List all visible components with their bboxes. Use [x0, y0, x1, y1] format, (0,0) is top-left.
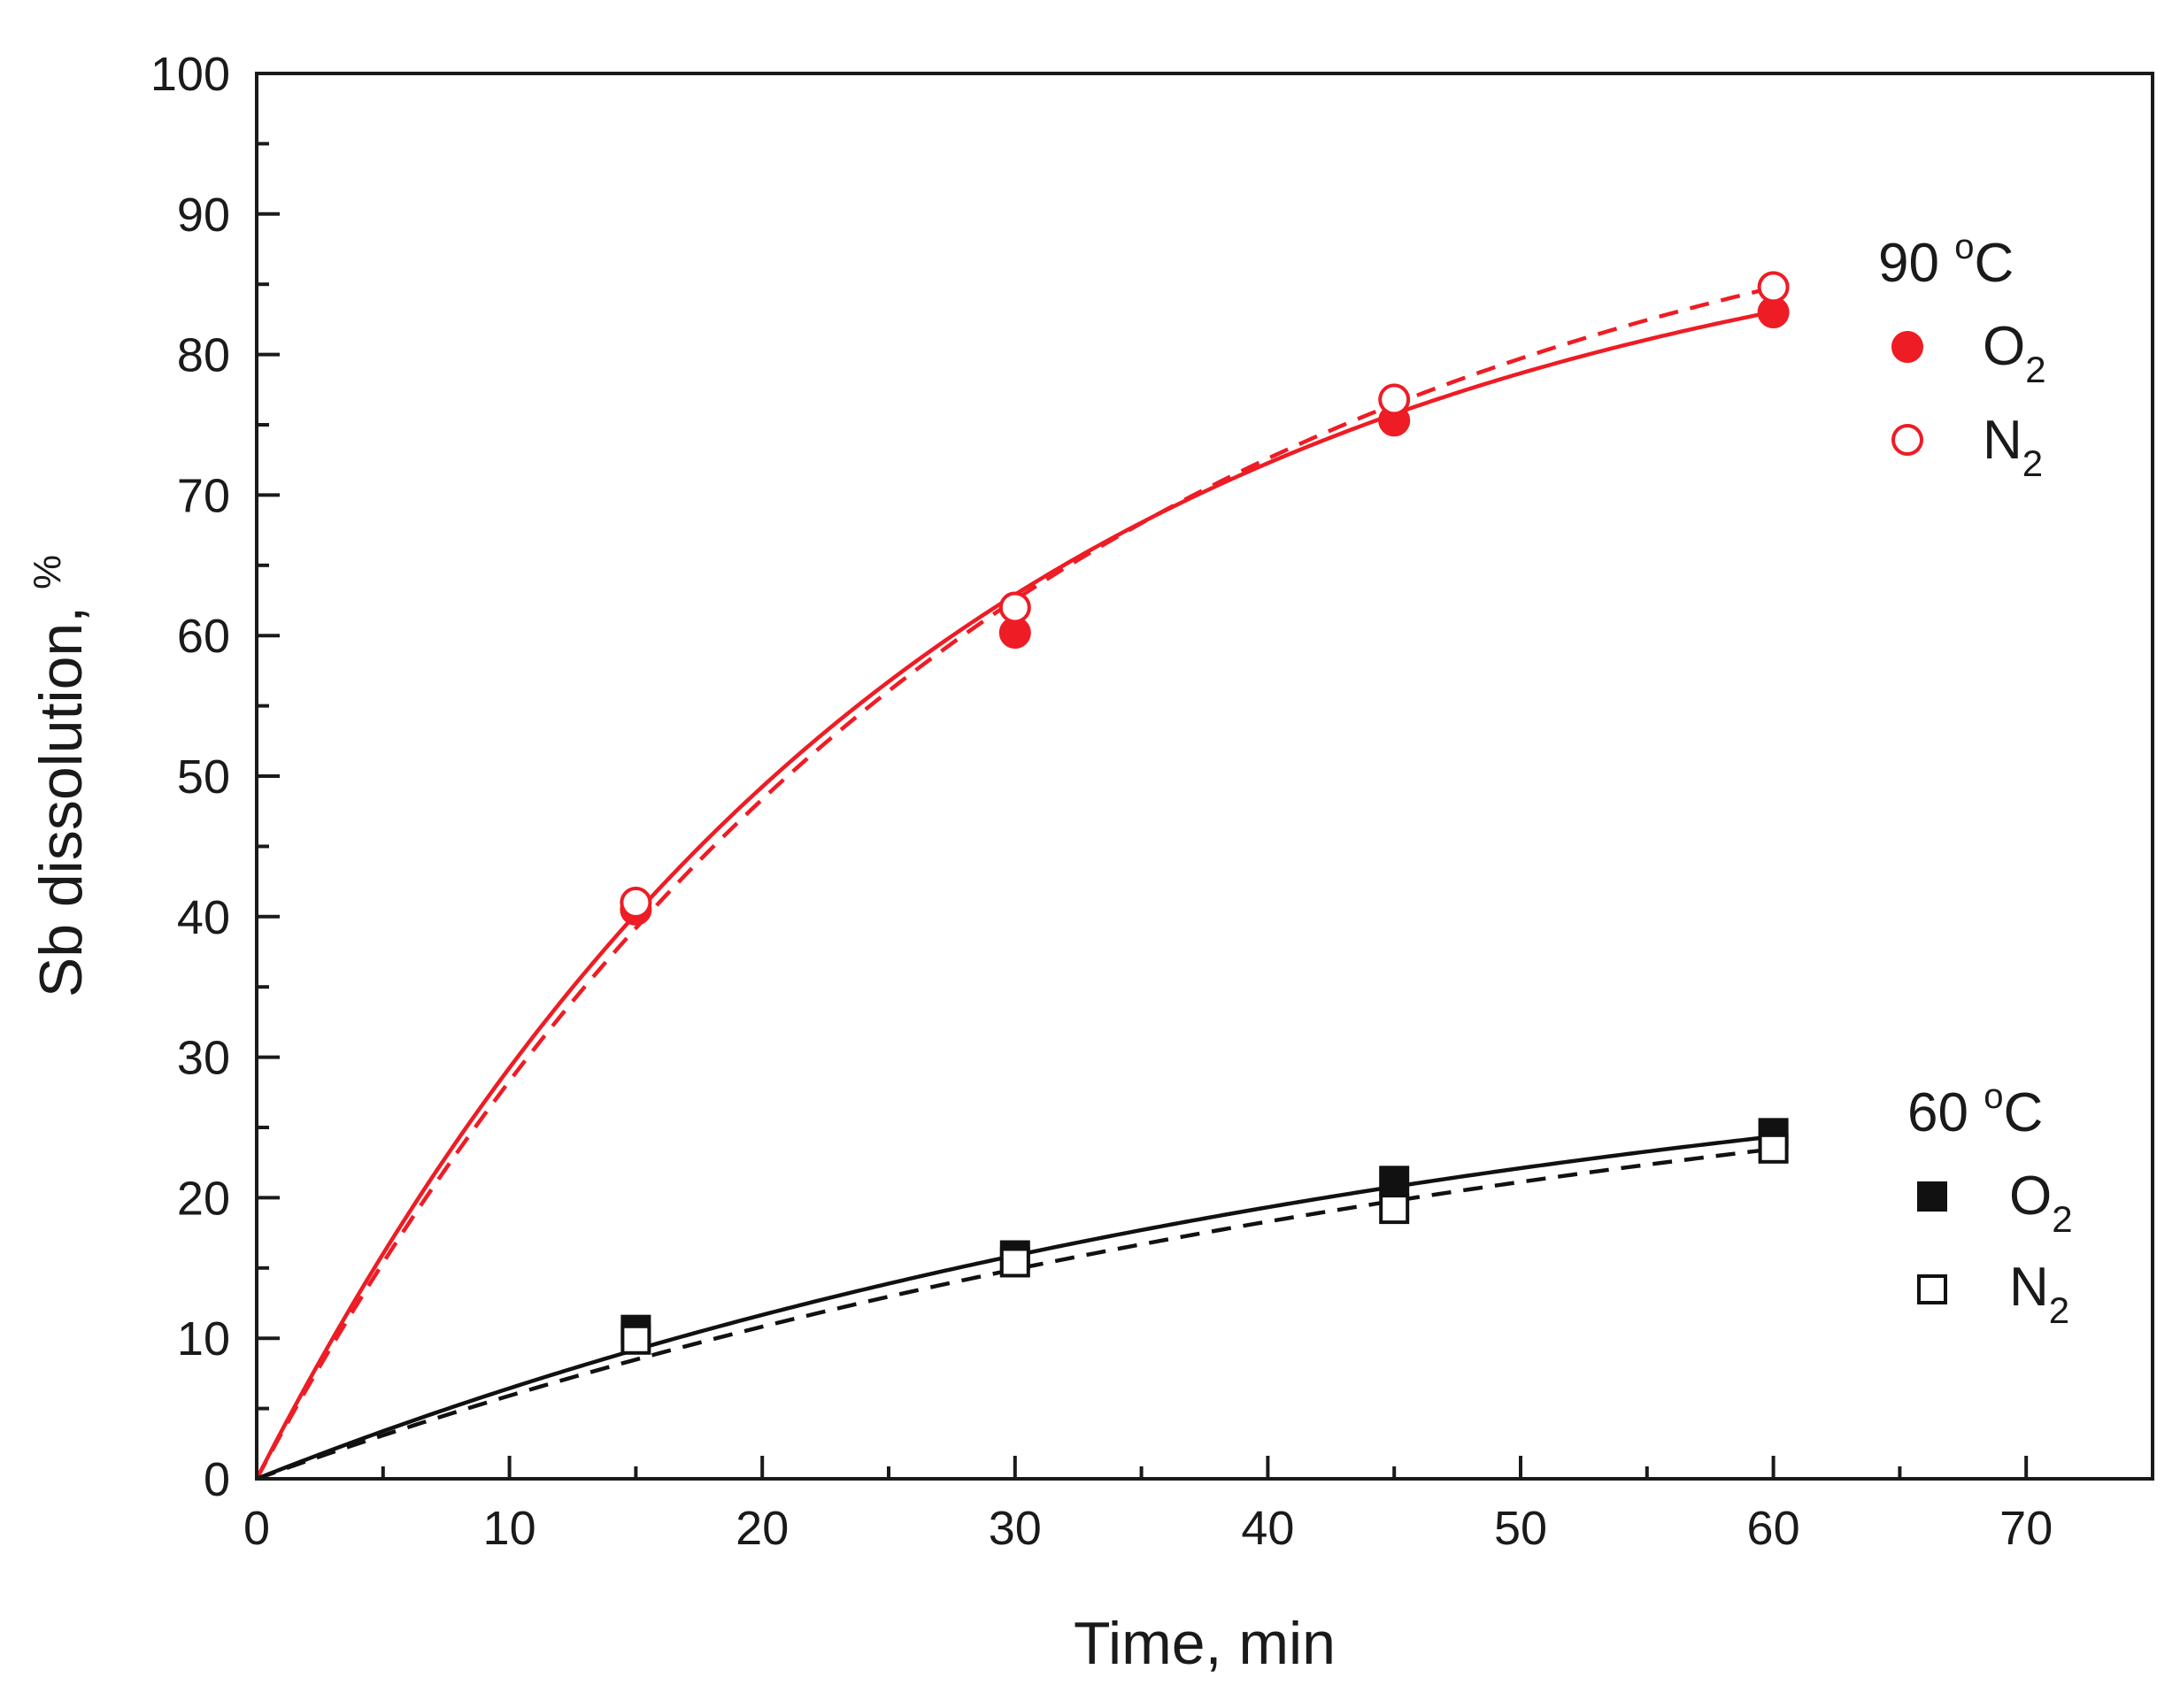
y-tick-label-50: 50: [177, 750, 230, 804]
fit-line-60C_N2: [256, 1147, 1774, 1481]
point-90C_N2-t30: [998, 591, 1031, 624]
legend-60c-n2-symbol: [1917, 1274, 1947, 1304]
legend-60c-degree: o: [1984, 1077, 2003, 1116]
legend-90c-n2-main: N: [1983, 410, 2022, 471]
x-tick-label-10: 10: [483, 1502, 536, 1555]
x-tick-label-20: 20: [736, 1502, 789, 1555]
legend-60c: 60 oC O2 N2: [1907, 1077, 2073, 1331]
legend-90c-title: 90 oC: [1878, 227, 2014, 294]
y-axis-title: Sb dissolution, %: [26, 555, 95, 997]
legend-60c-o2-symbol: [1917, 1181, 1947, 1212]
fit-line-90C_N2: [255, 285, 1775, 1481]
y-tick-label-100: 100: [150, 48, 230, 101]
x-tick-label-30: 30: [989, 1502, 1042, 1555]
legend-90c-n2-label: N2: [1983, 410, 2043, 484]
tick-labels-layer: 0 10 20 30 40 50 60 70 0 10 20 30 40 50 60 70 80 90 100: [150, 48, 2053, 1555]
data-points-layer: [620, 271, 1790, 1355]
legend-60c-n2-sub: 2: [2049, 1289, 2069, 1331]
legend-90c-degree: o: [1954, 227, 1974, 266]
legend-60c-title-main: 60: [1907, 1082, 1984, 1143]
x-tick-label-0: 0: [243, 1502, 270, 1555]
legend-90c-n2-marker: [1891, 424, 1923, 456]
legend-60c-o2-marker: [1917, 1181, 1947, 1212]
legend-60c-n2-label: N2: [2009, 1257, 2069, 1331]
fit-line-90C_O2: [254, 310, 1775, 1481]
legend-90c-title-main: 90: [1878, 233, 1954, 294]
legend-90c-unit: C: [1974, 233, 2014, 294]
legend-60c-o2-main: O: [2009, 1166, 2052, 1227]
point-60C_N2-t15: [620, 1324, 651, 1355]
x-tick-label-60: 60: [1747, 1502, 1800, 1555]
point-60C_O2-t45: [1379, 1166, 1410, 1196]
y-tick-label-70: 70: [177, 469, 230, 522]
y-tick-label-20: 20: [177, 1172, 230, 1225]
ticks-layer: [255, 72, 2154, 1481]
y-tick-label-40: 40: [177, 891, 230, 944]
legend-90c-o2-label: O2: [1983, 316, 2046, 390]
legend-90c-o2-symbol: [1891, 331, 1923, 363]
y-tick-label-90: 90: [177, 188, 230, 242]
legend-60c-n2-main: N: [2009, 1257, 2049, 1318]
point-60C_N2-t60: [1758, 1133, 1789, 1164]
legend-60c-unit: C: [2003, 1082, 2043, 1143]
y-axis-title-main: Sb dissolution,: [27, 589, 95, 997]
y-tick-label-10: 10: [177, 1312, 230, 1366]
fit-line-60C_O2: [256, 1134, 1774, 1481]
y-tick-label-0: 0: [204, 1453, 230, 1506]
legend-60c-o2-label: O2: [2009, 1166, 2073, 1240]
legend-90c-n2-sub: 2: [2022, 442, 2043, 484]
x-tick-label-50: 50: [1494, 1502, 1547, 1555]
legend-90c-o2-marker: [1891, 331, 1923, 363]
x-axis-title: Time, min: [1074, 1610, 1336, 1677]
point-60C_N2-t30: [999, 1247, 1030, 1278]
legend-60c-o2-sub: 2: [2052, 1198, 2072, 1240]
point-90C_N2-t45: [1378, 383, 1411, 416]
legend-90c: 90 oC O2 N2: [1878, 227, 2046, 484]
legend-60c-n2-marker: [1917, 1274, 1947, 1304]
y-axis-title-unit: %: [26, 555, 69, 589]
point-90C_N2-t60: [1757, 271, 1790, 304]
x-tick-label-70: 70: [1999, 1502, 2053, 1555]
legend-90c-o2-main: O: [1983, 316, 2025, 377]
y-tick-label-60: 60: [177, 610, 230, 663]
fit-curves-layer: [254, 285, 1775, 1481]
legend-90c-o2-sub: 2: [2025, 349, 2045, 390]
y-tick-label-30: 30: [177, 1032, 230, 1085]
x-tick-label-40: 40: [1241, 1502, 1294, 1555]
legend-60c-title: 60 oC: [1907, 1077, 2043, 1143]
y-tick-label-80: 80: [177, 329, 230, 382]
plot-frame: [255, 72, 2154, 1481]
legend-90c-n2-symbol: [1891, 424, 1923, 456]
point-90C_N2-t15: [620, 886, 652, 919]
point-60C_N2-t45: [1379, 1194, 1410, 1225]
